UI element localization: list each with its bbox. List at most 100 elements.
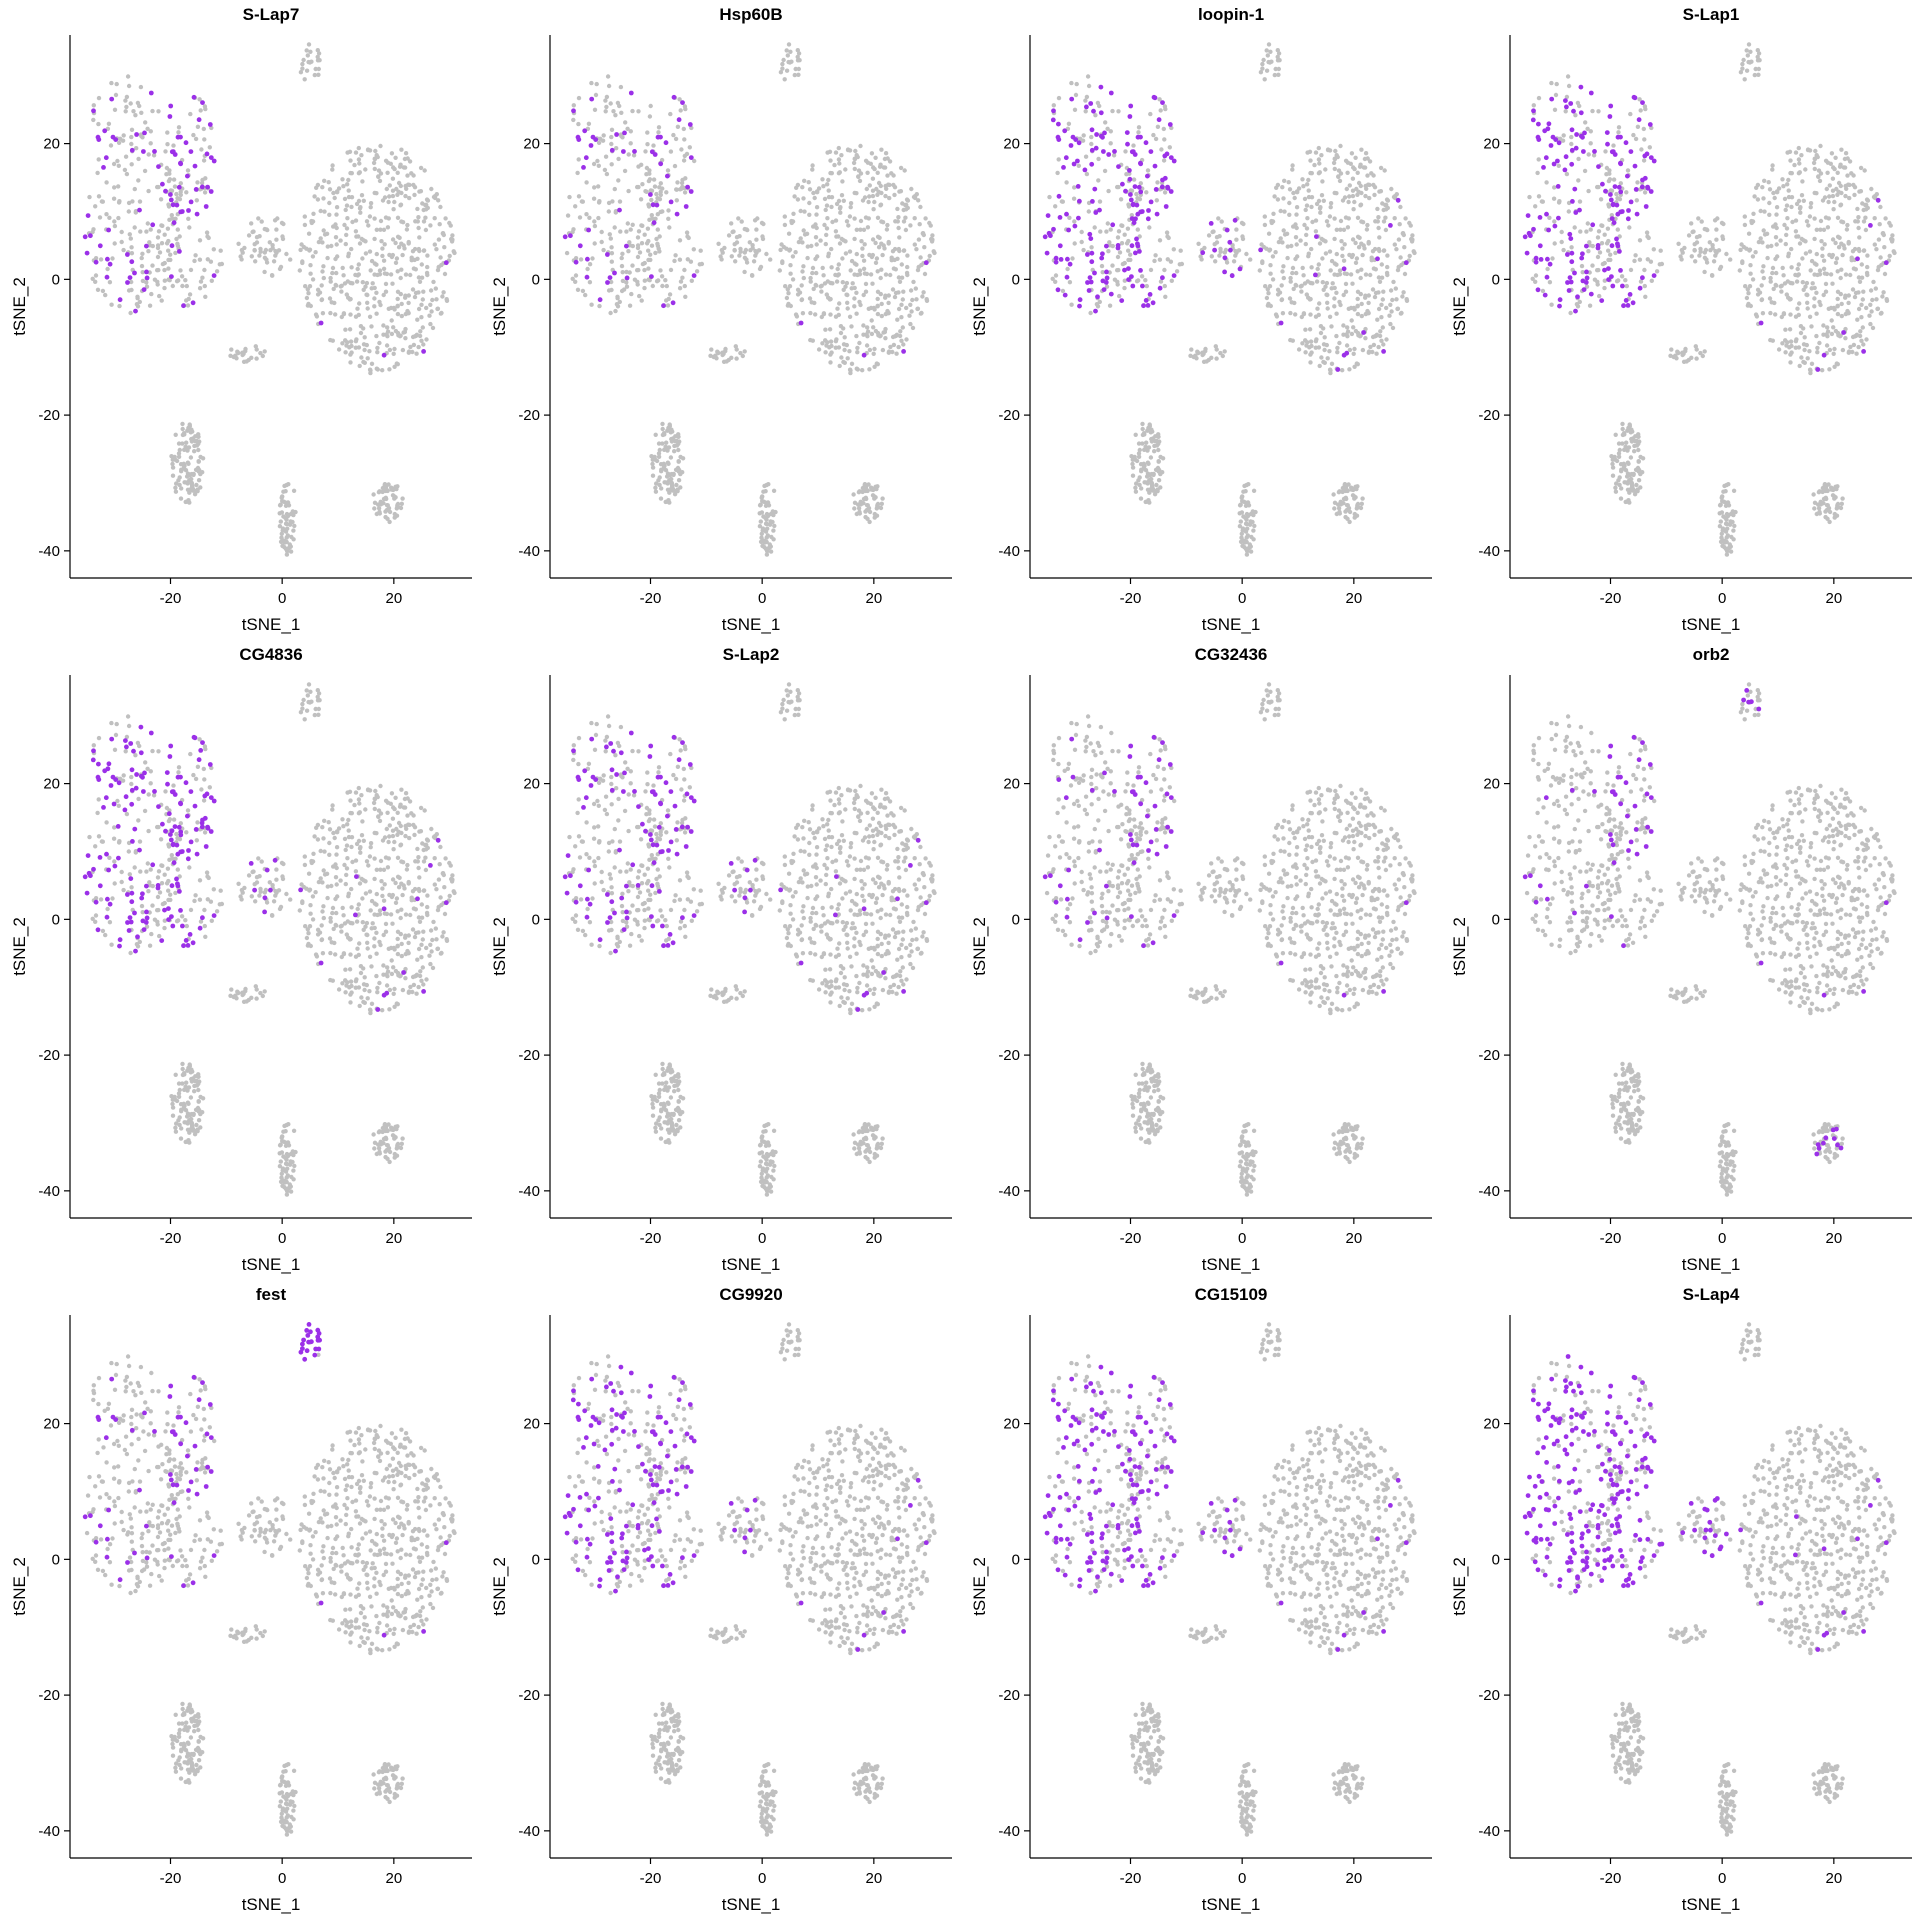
cell-point [1216,216,1221,221]
cell-point [1334,511,1339,517]
cell-point [1195,349,1200,354]
cell-point [625,221,630,226]
cell-point [732,248,737,253]
cell-point [1802,335,1807,340]
cell-point [635,282,640,287]
cell-point-expressing [1055,134,1061,140]
cell-point [1616,478,1621,483]
cell-point [395,303,400,308]
cell-point [852,216,857,221]
cell-point [1843,272,1849,277]
cell-point [1805,292,1810,298]
cell-point [663,480,669,485]
cell-point [878,162,883,167]
cell-point [1262,222,1268,228]
cell-point [878,203,883,208]
cell-point [1116,109,1121,114]
cell-point-expressing [571,108,576,114]
cell-point [658,181,663,186]
cell-point [1396,264,1401,270]
cell-point [374,251,379,257]
cell-point [660,283,665,289]
cell-point [1800,280,1805,285]
cell-point-expressing [1148,199,1154,205]
cell-point [1354,361,1359,366]
cell-point [1604,165,1610,171]
cell-point [254,240,260,245]
cell-point [660,426,665,432]
cell-point [793,66,798,72]
cell-point [1317,241,1323,246]
cell-point [1846,349,1852,354]
cell-point [1376,215,1381,220]
cell-point [1770,265,1776,271]
cell-point [829,343,834,349]
cell-point [1613,250,1618,256]
cell-point [1624,499,1629,504]
cell-point [1376,275,1382,280]
x-tick-label: 0 [278,590,286,607]
cell-point [908,223,913,228]
cell-point [201,126,206,132]
cell-point [674,187,679,192]
cell-point [1814,227,1819,232]
cell-point [771,488,777,493]
cell-point [1842,156,1848,162]
cell-point-expressing [1089,259,1095,265]
cell-point [1154,198,1159,203]
cell-point-expressing [1137,249,1142,254]
cell-point-expressing [1093,308,1098,314]
cell-point [421,219,427,224]
cell-point [187,225,192,230]
cell-point [653,432,658,437]
cell-point [1603,149,1608,154]
cell-point [808,275,813,281]
cell-point [1093,113,1098,118]
cell-point [1731,488,1737,493]
cell-point [917,222,922,227]
cell-point [1853,290,1859,296]
cell-point [1740,66,1745,71]
cell-point-expressing [1313,272,1318,278]
cell-point [380,198,386,203]
cell-point-expressing [1643,204,1649,209]
cell-point-expressing [573,259,579,265]
cell-point [302,214,307,219]
cell-point [1881,232,1886,238]
cell-point [1094,302,1100,307]
cell-point [192,258,197,264]
cell-point-expressing [1375,256,1380,262]
cell-point [176,451,182,456]
cell-point [166,178,172,184]
cell-point [394,186,399,192]
cell-point [367,367,373,372]
cell-point [822,196,828,202]
cell-point [1345,225,1351,230]
cell-point [1056,95,1062,101]
cell-point [814,205,820,210]
cell-point [1352,511,1357,517]
cell-point-expressing [1237,266,1243,272]
cell-point [1378,165,1384,171]
cell-point [1875,306,1880,312]
cell-point [1279,297,1284,303]
cell-point [1830,237,1836,242]
cell-point [1812,216,1817,221]
cell-point [381,292,386,298]
y-tick-label: -40 [998,543,1020,560]
cell-point [1149,480,1154,486]
cell-point [865,325,870,330]
cell-point [625,126,630,131]
cell-point [1344,343,1350,348]
cell-point [1880,294,1885,299]
cell-point [882,156,888,162]
cell-point [134,146,139,151]
cell-point [1628,455,1634,460]
cell-point [1373,219,1378,224]
cell-point [390,176,396,181]
cell-point [1286,180,1291,185]
cell-point-expressing [1537,215,1543,220]
cell-point [1332,304,1337,309]
cell-point [1210,229,1215,235]
